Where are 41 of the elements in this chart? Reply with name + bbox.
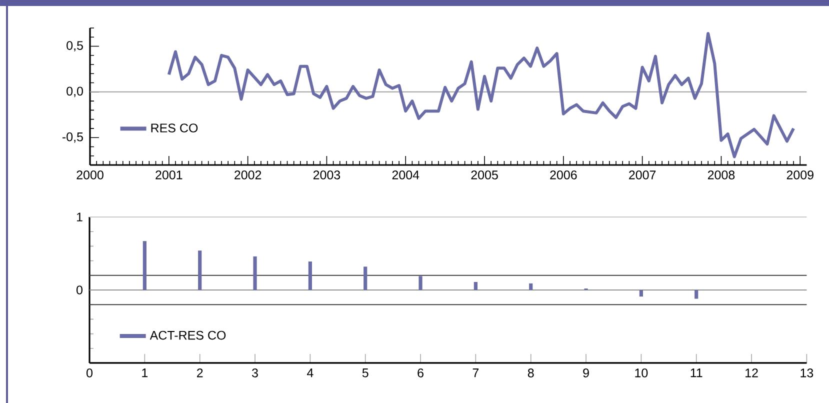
- bar: [694, 290, 698, 299]
- x-tick-label: 8: [528, 368, 534, 378]
- x-tick-label: 13: [800, 368, 814, 378]
- x-tick-label: 2003: [313, 170, 340, 180]
- y-tick-label: 0,5: [66, 41, 83, 52]
- x-tick-label: 3: [252, 368, 258, 378]
- bar: [639, 290, 643, 297]
- bar: [142, 241, 146, 290]
- bar: [308, 262, 312, 290]
- y-tick-label: -0,5: [62, 132, 83, 143]
- bar: [364, 266, 368, 290]
- bar: [529, 283, 533, 290]
- y-tick-label: 0: [76, 286, 82, 294]
- x-tick-label: 4: [306, 368, 314, 378]
- legend-label: RES CO: [151, 124, 198, 132]
- x-tick-label: 2007: [629, 170, 656, 180]
- bar: [198, 250, 202, 290]
- x-tick-label: 11: [690, 368, 702, 378]
- x-tick-label: 9: [583, 368, 589, 378]
- x-tick-label: 2001: [156, 170, 182, 180]
- x-tick-label: 2: [197, 368, 203, 378]
- bar: [253, 256, 257, 290]
- x-tick-label: 0: [86, 368, 92, 378]
- x-tick-label: 2000: [76, 170, 104, 180]
- legend-label: ACT-RES CO: [150, 330, 226, 340]
- x-tick-label: 7: [472, 368, 479, 378]
- x-tick-label: 2002: [234, 170, 262, 180]
- y-tick-label: 0,0: [66, 86, 83, 98]
- x-tick-label: 2006: [550, 170, 577, 180]
- x-tick-label: 12: [746, 368, 758, 378]
- x-tick-label: 2005: [471, 170, 498, 180]
- x-tick-label: 2004: [392, 170, 420, 180]
- x-tick-label: 2008: [708, 170, 735, 180]
- y-tick-label: 1: [76, 212, 82, 222]
- x-tick-label: 1: [142, 368, 148, 378]
- x-tick-label: 2009: [786, 170, 814, 180]
- x-tick-label: 5: [362, 368, 368, 378]
- x-tick-label: 6: [418, 368, 424, 378]
- bar: [418, 276, 422, 290]
- x-tick-label: 10: [635, 368, 648, 378]
- bar: [474, 282, 478, 290]
